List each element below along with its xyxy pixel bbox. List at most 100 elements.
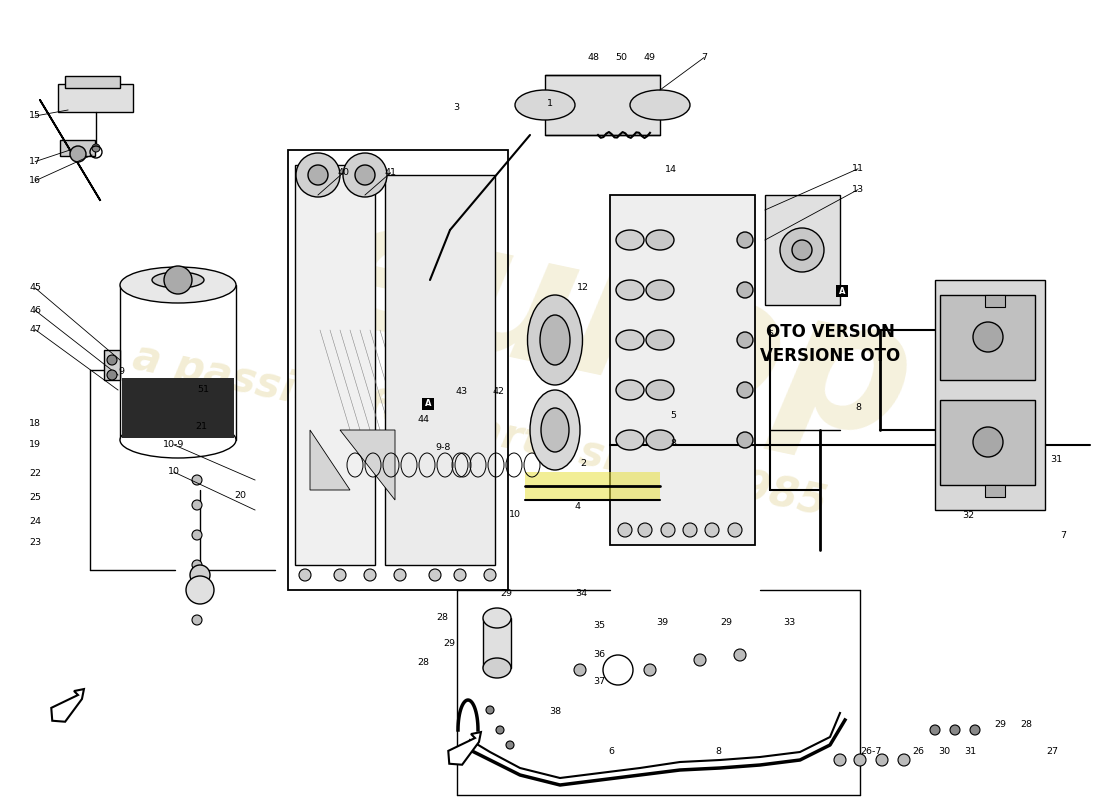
Text: 8: 8 [715,747,722,757]
Ellipse shape [540,315,570,365]
Text: 16: 16 [30,176,41,186]
Text: 40: 40 [338,168,349,178]
Text: 5: 5 [670,410,676,420]
Ellipse shape [646,230,674,250]
Text: 36: 36 [593,650,606,659]
Text: 28: 28 [418,658,429,667]
Circle shape [780,228,824,272]
Polygon shape [52,689,84,722]
Text: 26: 26 [913,747,924,757]
Text: 21: 21 [196,422,207,431]
Text: 12: 12 [578,283,588,293]
Circle shape [950,725,960,735]
Text: 43: 43 [455,387,469,397]
Text: 11: 11 [852,164,864,174]
Ellipse shape [528,295,583,385]
Bar [984,295,1005,307]
Circle shape [737,332,754,348]
Ellipse shape [646,330,674,350]
Circle shape [974,322,1003,352]
Text: 7: 7 [701,53,707,62]
Text: 10: 10 [509,510,520,519]
Circle shape [192,500,202,510]
Text: europ: europ [311,182,928,478]
Circle shape [792,240,812,260]
Text: 19: 19 [30,440,41,450]
Circle shape [734,649,746,661]
Text: 1: 1 [547,99,553,109]
Text: 23: 23 [29,538,42,547]
Bar [525,472,660,500]
Circle shape [343,153,387,197]
Ellipse shape [530,390,580,470]
Polygon shape [449,732,481,765]
Ellipse shape [630,90,690,120]
Circle shape [192,530,202,540]
Bar [483,618,512,668]
Circle shape [486,706,494,714]
Ellipse shape [120,267,236,303]
Circle shape [364,569,376,581]
Polygon shape [310,430,350,490]
Circle shape [683,523,697,537]
Text: 29: 29 [443,638,454,648]
Text: 18: 18 [30,419,41,429]
Text: 48: 48 [588,53,600,62]
Text: 44: 44 [418,415,429,425]
Text: 45: 45 [30,283,41,293]
Text: 14: 14 [666,165,676,174]
Bar [836,285,848,297]
Text: 38: 38 [549,707,562,717]
Circle shape [70,146,86,162]
Ellipse shape [616,430,644,450]
Text: A: A [425,399,431,409]
Bar [288,150,508,590]
Bar [65,76,120,88]
Bar [764,195,840,305]
Ellipse shape [483,608,512,628]
Text: 33: 33 [783,618,796,627]
Ellipse shape [541,408,569,452]
Ellipse shape [646,280,674,300]
Circle shape [186,576,214,604]
Circle shape [705,523,719,537]
Bar [984,485,1005,497]
Text: a passion for parts since 1985: a passion for parts since 1985 [129,336,831,524]
Bar [544,75,660,135]
Circle shape [308,165,328,185]
Ellipse shape [616,230,644,250]
Circle shape [974,427,1003,457]
Text: 13: 13 [851,185,865,194]
Text: 29: 29 [994,720,1005,730]
Text: 29: 29 [720,618,732,627]
Bar [295,165,375,565]
Polygon shape [340,430,395,500]
Bar [385,175,495,565]
Text: 31: 31 [1049,455,1063,465]
Text: 29: 29 [500,589,512,598]
Ellipse shape [646,430,674,450]
Ellipse shape [120,422,236,458]
Circle shape [854,754,866,766]
Text: 25: 25 [30,493,41,502]
Circle shape [574,664,586,676]
Bar [940,295,1035,380]
Text: 2: 2 [580,459,586,469]
Circle shape [661,523,675,537]
Circle shape [737,382,754,398]
Text: 24: 24 [30,517,41,526]
Circle shape [638,523,652,537]
Text: 42: 42 [493,387,504,397]
Text: OTO VERSION: OTO VERSION [766,323,895,341]
Text: 6: 6 [608,747,615,757]
Text: 50: 50 [616,53,627,62]
Text: 47: 47 [30,325,41,334]
Circle shape [429,569,441,581]
Text: 28: 28 [1021,720,1032,730]
Bar [58,84,133,112]
Circle shape [618,523,632,537]
Text: 15: 15 [30,111,41,121]
Text: 8: 8 [670,439,676,449]
Bar [610,195,755,545]
Text: 7: 7 [1060,531,1067,541]
